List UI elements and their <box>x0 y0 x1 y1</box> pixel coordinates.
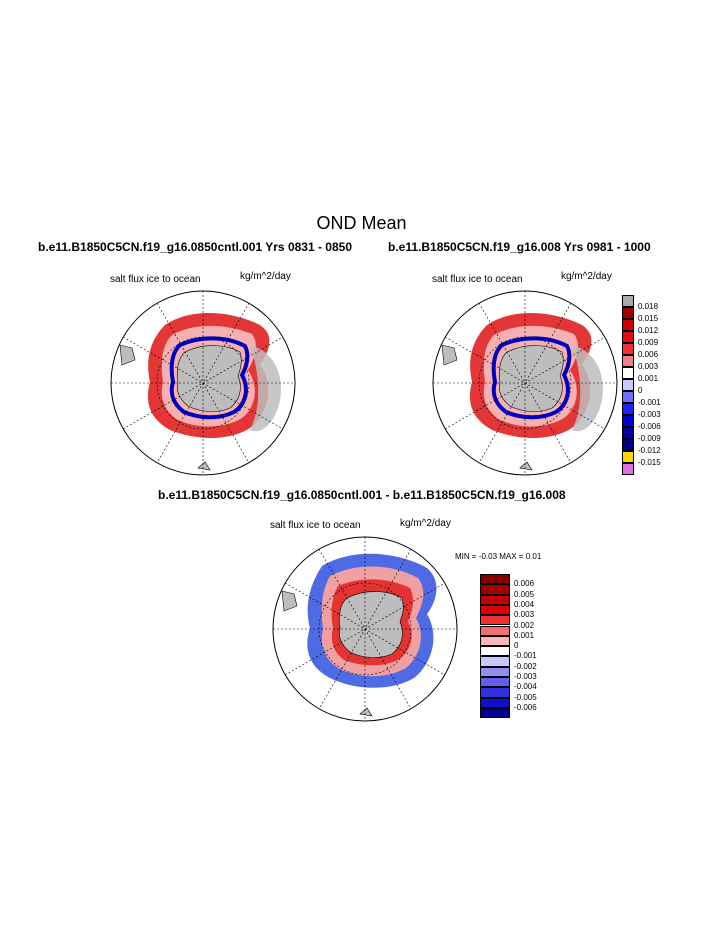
top-colorbar-label: -0.009 <box>638 434 661 443</box>
page-title: OND Mean <box>316 213 407 233</box>
diff-colorbar-label: -0.001 <box>514 651 537 661</box>
diff-colorbar-swatch <box>480 604 510 616</box>
diff-min-max-label: MIN = -0.03 MAX = 0.01 <box>455 552 542 561</box>
top-colorbar-label: -0.001 <box>638 398 661 407</box>
top-colorbar-swatch <box>622 331 634 343</box>
diff-panel-title: b.e11.B1850C5CN.f19_g16.0850cntl.001 - b… <box>158 488 566 502</box>
diff-colorbar-swatch <box>480 677 510 688</box>
diff-colorbar-label: 0.003 <box>514 610 535 620</box>
top-colorbar-label: 0.003 <box>638 362 659 371</box>
diff-colorbar-swatch <box>480 574 510 585</box>
diff-colorbar-swatch <box>480 707 510 719</box>
top-colorbar-label: 0.015 <box>638 314 659 323</box>
top-colorbar-label: 0.009 <box>638 338 659 347</box>
top-colorbar-label: -0.012 <box>638 446 661 455</box>
diff-colorbar-swatch <box>480 656 510 667</box>
top-colorbar-swatch <box>622 415 634 427</box>
diff-colorbar-swatch <box>480 697 510 708</box>
diff-colorbar-swatch <box>480 594 510 605</box>
top-colorbar-label: 0.001 <box>638 374 659 383</box>
top-colorbar-swatch <box>622 439 634 451</box>
diff-colorbar-label: 0.001 <box>514 630 535 640</box>
top-colorbar-swatch <box>622 403 634 415</box>
left-panel-title: b.e11.B1850C5CN.f19_g16.0850cntl.001 Yrs… <box>38 240 352 254</box>
top-colorbar-label: 0.012 <box>638 326 659 335</box>
top-colorbar-swatch <box>622 307 634 319</box>
diff-colorbar-label: 0 <box>514 641 519 651</box>
diff-colorbar-swatch <box>480 666 510 677</box>
top-colorbar-label: -0.006 <box>638 422 661 431</box>
diff-colorbar-label: -0.005 <box>514 692 537 702</box>
left-units-label: kg/m^2/day <box>240 271 291 282</box>
top-colorbar-label: 0.006 <box>638 350 659 359</box>
top-colorbar-swatch <box>622 295 634 307</box>
right-panel-title: b.e11.B1850C5CN.f19_g16.008 Yrs 0981 - 1… <box>388 240 651 254</box>
top-colorbar-swatch <box>622 367 634 379</box>
left-variable-label: salt flux ice to ocean <box>110 274 201 285</box>
diff-polar-map <box>272 536 458 722</box>
diff-colorbar-label: -0.002 <box>514 661 537 671</box>
top-colorbar-label: -0.015 <box>638 458 661 467</box>
diff-colorbar-label: 0.004 <box>514 599 535 609</box>
diff-colorbar-swatch <box>480 646 510 657</box>
right-polar-map <box>432 290 618 476</box>
diff-units-label: kg/m^2/day <box>400 518 451 529</box>
top-colorbar-swatch <box>622 343 634 355</box>
diff-colorbar-label: -0.006 <box>514 702 537 712</box>
top-colorbar-swatch <box>622 391 634 403</box>
diff-colorbar-swatch <box>480 615 510 626</box>
top-colorbar-swatch <box>622 427 634 439</box>
top-colorbar-swatch <box>622 319 634 331</box>
diff-colorbar-swatch <box>480 584 510 595</box>
top-colorbar-swatch <box>622 463 634 475</box>
left-polar-map <box>110 290 296 476</box>
diff-colorbar-label: -0.004 <box>514 682 537 692</box>
diff-colorbar-label: 0.006 <box>514 579 535 589</box>
top-colorbar-label: -0.003 <box>638 410 661 419</box>
top-colorbar-swatch <box>622 355 634 367</box>
top-colorbar-swatch <box>622 379 634 391</box>
right-variable-label: salt flux ice to ocean <box>432 274 523 285</box>
top-colorbar-swatch <box>622 451 634 463</box>
diff-colorbar-label: 0.002 <box>514 620 535 630</box>
diff-colorbar-swatch <box>480 625 510 636</box>
diff-colorbar-label: 0.005 <box>514 589 535 599</box>
top-colorbar-label: 0 <box>638 386 643 395</box>
diff-variable-label: salt flux ice to ocean <box>270 520 361 531</box>
top-colorbar-label: 0.018 <box>638 302 659 311</box>
diff-colorbar-swatch <box>480 687 510 698</box>
diff-colorbar-swatch <box>480 635 510 647</box>
right-units-label: kg/m^2/day <box>561 271 612 282</box>
diff-colorbar-label: -0.003 <box>514 672 537 681</box>
